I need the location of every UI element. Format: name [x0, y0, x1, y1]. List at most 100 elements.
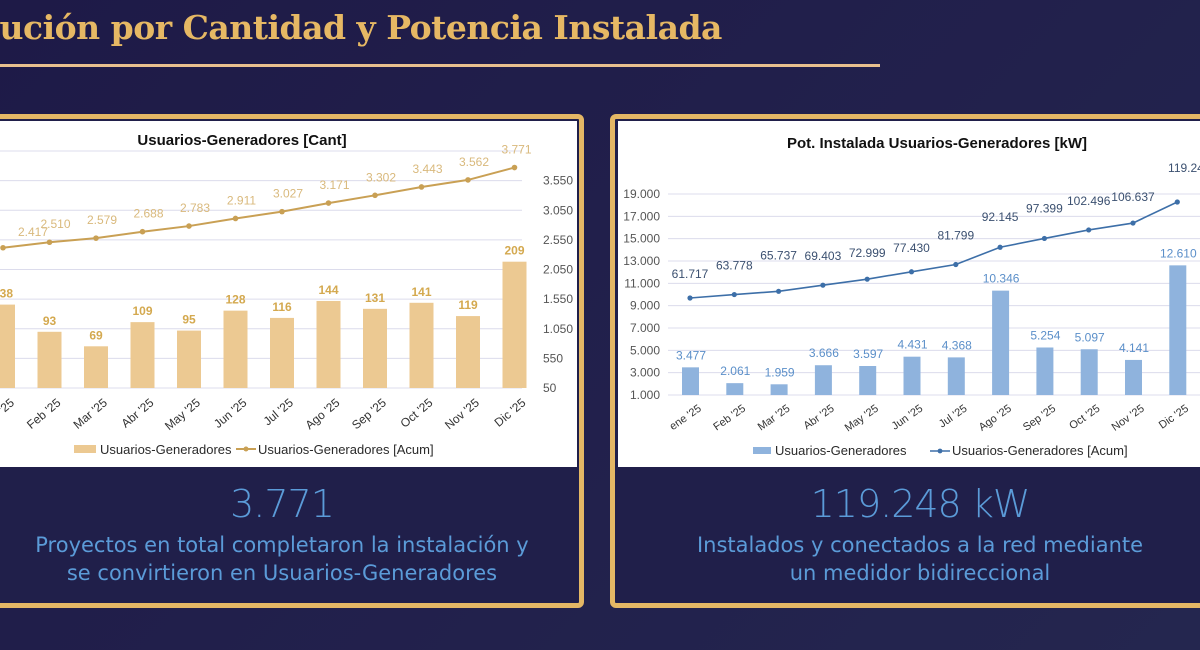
line-series	[2, 166, 515, 249]
line-series	[689, 201, 1178, 299]
caption-line-2: se convirtieron en Usuarios-Generadores	[66, 561, 498, 585]
bar	[37, 331, 62, 388]
x-tick-label: Ago '25	[303, 395, 343, 432]
chart-power: Pot. Instalada Usuarios-Generadores [kW]…	[623, 135, 1200, 458]
x-tick-label: Mar '25	[756, 403, 793, 434]
legend-label-line: Usuarios-Generadores [Acum]	[952, 443, 1128, 458]
chart-quantity-box: Usuarios-Generadores [Cant] 50 550 1.050 1.5…	[0, 121, 577, 467]
legend-label-bars: Usuarios-Generadores	[775, 443, 907, 458]
y-tick: 5.000	[630, 343, 660, 357]
y-right-tick: 2.550	[543, 233, 573, 247]
bar	[1125, 359, 1142, 395]
line-label: 61.717	[672, 267, 709, 281]
bar-label: 4.368	[942, 338, 972, 352]
x-tick-label: Nov '25	[442, 395, 482, 432]
bar	[409, 302, 434, 388]
x-tick-label: Oct '25	[398, 395, 436, 430]
chart-title: Usuarios-Generadores [Cant]	[137, 132, 346, 149]
bar	[1169, 265, 1187, 395]
line-label: 106.637	[1111, 190, 1155, 204]
bar	[84, 346, 108, 388]
x-tick-label: May '25	[162, 395, 203, 433]
chart-quantity: Usuarios-Generadores [Cant] 50 550 1.050 1.5…	[0, 132, 573, 457]
line-label: 102.496	[1067, 194, 1111, 208]
x-tick-label: ene '25	[668, 403, 704, 433]
bar-label: 5.254	[1030, 328, 1060, 342]
line-point	[0, 244, 6, 251]
line-point	[46, 239, 53, 246]
line-label: 119.248	[1168, 161, 1200, 175]
line-label: 3.771	[501, 143, 531, 157]
line-point	[1041, 235, 1047, 242]
x-tick-label: Dic '25	[492, 395, 529, 429]
bar-label: 69	[89, 328, 103, 342]
line-point	[776, 288, 782, 294]
x-tick-label: Jul '25	[261, 395, 297, 428]
line-point	[372, 192, 378, 199]
bar-label: 138	[0, 287, 13, 301]
y-right-tick: 1.050	[543, 322, 573, 336]
bar	[992, 290, 1010, 395]
bar	[947, 357, 965, 395]
bar-label: 144	[318, 283, 338, 297]
bar	[456, 316, 480, 388]
x-tick-label: Abr '25	[801, 403, 836, 433]
y-tick: 15.000	[623, 232, 660, 246]
line-point	[687, 295, 693, 301]
x-tick-label: Jun '25	[211, 395, 250, 431]
line-label: 69.403	[805, 249, 842, 263]
bar	[726, 383, 744, 395]
bar-label: 2.061	[720, 364, 750, 378]
bar	[859, 366, 877, 395]
line-label: 77.430	[893, 241, 930, 255]
line-point	[418, 184, 425, 190]
panel-quantity: Usuarios-Generadores [Cant] 50 550 1.050 1.5…	[0, 114, 584, 608]
line-label: 2.579	[87, 213, 117, 227]
bar-label: 209	[504, 244, 524, 258]
y-tick: 7.000	[630, 321, 660, 335]
bar-label: 5.097	[1075, 330, 1105, 344]
bar-label: 3.477	[676, 348, 706, 362]
legend-swatch-marker	[243, 446, 249, 452]
y-tick: 9.000	[630, 299, 660, 313]
legend-label-bars: Usuarios-Generadores	[100, 442, 232, 457]
x-tick-label: Sep '25	[349, 395, 389, 432]
bar-label: 128	[225, 293, 245, 307]
bar-label: 93	[43, 314, 57, 328]
bar-label: 4.431	[897, 338, 927, 352]
y-right-tick: 3.550	[543, 174, 573, 188]
line-label: 3.443	[412, 162, 442, 176]
line-label: 2.688	[133, 207, 163, 221]
line-label: 2.510	[40, 217, 70, 231]
bar-label: 141	[411, 285, 431, 299]
caption-line-1: Proyectos en total completaron la instal…	[35, 533, 529, 557]
bar	[316, 300, 341, 388]
line-point	[511, 164, 518, 171]
legend-swatch-bars	[753, 447, 771, 454]
line-label: 3.302	[366, 170, 396, 184]
legend-swatch-bars	[74, 445, 96, 453]
y-right-tick: 3.050	[543, 203, 573, 217]
bar	[223, 310, 248, 388]
bar-label: 116	[272, 300, 292, 314]
y-tick: 17.000	[623, 209, 660, 223]
total-power-number: 119.248 kW	[810, 482, 1031, 526]
bar-label: 3.597	[853, 347, 883, 361]
line-label: 2.417	[18, 225, 48, 239]
bar	[770, 384, 788, 395]
x-tick-label: Ago '25	[977, 403, 1014, 434]
line-point	[139, 228, 146, 235]
line-point	[279, 208, 285, 215]
x-tick-label: Sep '25	[1021, 403, 1058, 434]
y-tick: 3.000	[630, 366, 660, 380]
page-title: olución por Cantidad y Potencia Instalad…	[0, 8, 722, 47]
bar	[0, 304, 15, 388]
bar-label: 119	[458, 298, 478, 312]
bar-label: 95	[182, 313, 196, 327]
line-label: 2.911	[227, 193, 256, 207]
x-tick-label: Jul '25	[937, 403, 970, 431]
bar	[1036, 347, 1054, 395]
x-tick-label: Nov '25	[1110, 403, 1147, 434]
bar	[814, 365, 832, 395]
x-tick-label: ene '25	[0, 395, 17, 431]
